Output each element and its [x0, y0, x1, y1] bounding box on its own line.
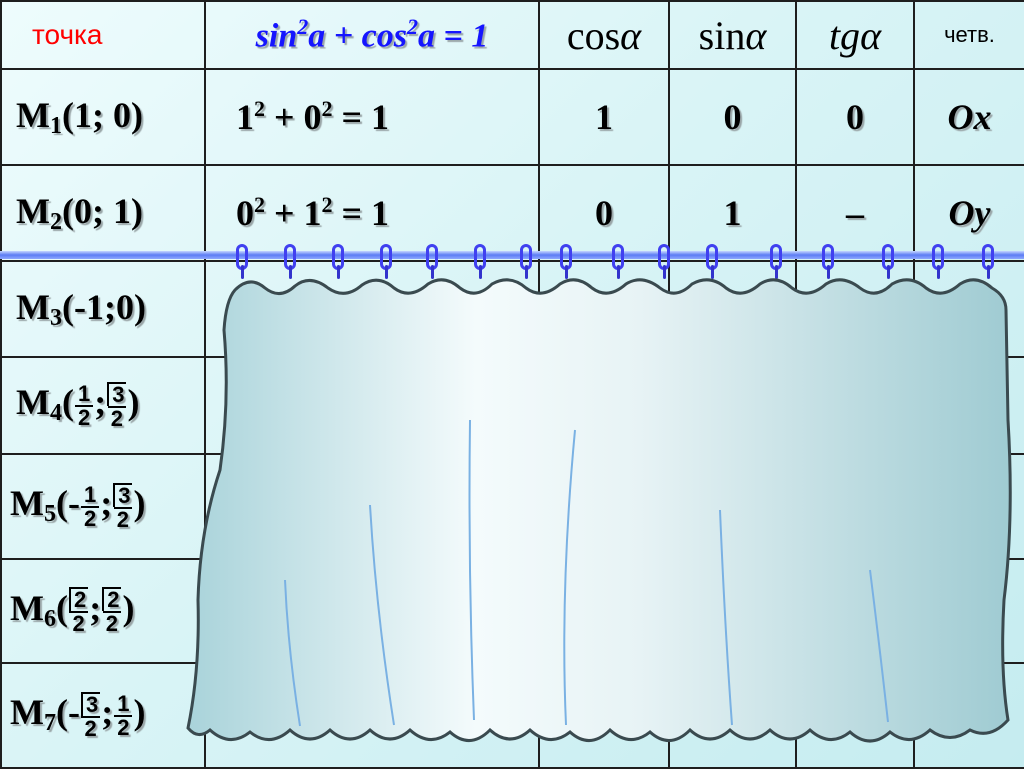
- curtain-ring: [822, 244, 834, 279]
- curtain-rod: [0, 251, 1024, 259]
- quadrant-value: Oy: [913, 164, 1024, 262]
- curtain-ring: [332, 244, 344, 279]
- header-sin: sinα: [668, 0, 797, 70]
- point-cell: M3(-1;0): [0, 260, 206, 358]
- header-point: точка: [0, 0, 206, 70]
- point-cell: M7(- 3 2; 1 2): [0, 662, 206, 769]
- curtain-ring: [236, 244, 248, 279]
- tg-value: 0: [795, 68, 915, 166]
- curtain-ring: [560, 244, 572, 279]
- table-row: M1(1; 0) 12 + 02 = 1 1 0 0 Ox: [0, 68, 1024, 166]
- curtain-ring: [706, 244, 718, 279]
- curtain-ring: [284, 244, 296, 279]
- header-cos: cosα: [538, 0, 670, 70]
- header-row: точка sin2a + cos2a = 1 cosα sinα tgα че…: [0, 0, 1024, 70]
- point-cell: M5(- 1 2; 3 2): [0, 453, 206, 560]
- identity-check-cell: 12 + 02 = 1: [204, 68, 540, 166]
- sin-value: 0: [668, 68, 797, 166]
- curtain-ring: [612, 244, 624, 279]
- curtain-ring: [474, 244, 486, 279]
- curtain-ring: [426, 244, 438, 279]
- identity-check-cell: 02 + 12 = 1: [204, 164, 540, 262]
- curtain-ring: [932, 244, 944, 279]
- curtain-ring: [882, 244, 894, 279]
- cos-value: 1: [538, 68, 670, 166]
- point-cell: M2(0; 1): [0, 164, 206, 262]
- curtain-ring: [658, 244, 670, 279]
- curtain-ring: [380, 244, 392, 279]
- point-cell: M1(1; 0): [0, 68, 206, 166]
- curtain[interactable]: [180, 270, 1024, 760]
- curtain-ring: [770, 244, 782, 279]
- table-row: M2(0; 1) 02 + 12 = 1 0 1 – Oy: [0, 164, 1024, 262]
- tg-value: –: [795, 164, 915, 262]
- header-identity: sin2a + cos2a = 1: [204, 0, 540, 70]
- cos-value: 0: [538, 164, 670, 262]
- curtain-ring: [982, 244, 994, 279]
- header-tg: tgα: [795, 0, 915, 70]
- curtain-ring: [520, 244, 532, 279]
- quadrant-value: Ox: [913, 68, 1024, 166]
- header-quadrant: четв.: [913, 0, 1024, 70]
- point-cell: M6(2 2; 2 2): [0, 558, 206, 664]
- point-cell: M4(1 2; 3 2): [0, 356, 206, 455]
